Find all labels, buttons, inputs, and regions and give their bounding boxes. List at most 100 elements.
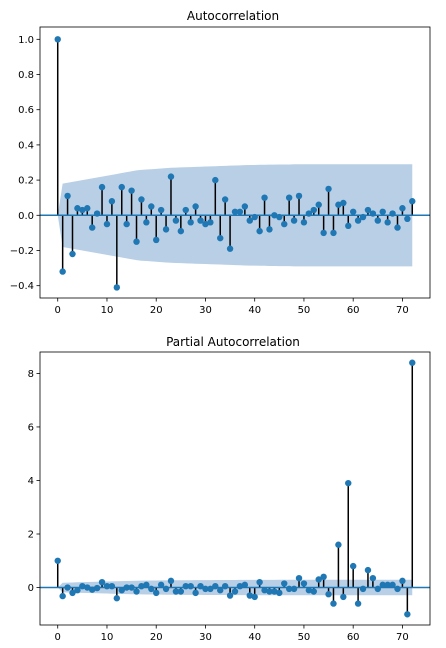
acf-point [290, 217, 298, 224]
pacf-point [167, 577, 175, 585]
pacf-point [374, 585, 382, 593]
acf-point [276, 213, 283, 221]
pacf-point [330, 600, 337, 607]
acf-point [93, 210, 101, 217]
acf-x-tick-label: 40 [248, 305, 261, 316]
pacf-point [285, 585, 293, 593]
pacf-point [261, 587, 268, 594]
pacf-x-tick-label: 10 [101, 632, 114, 643]
pacf-point [315, 576, 322, 583]
acf-x-tick-label: 70 [396, 305, 409, 316]
pacf-axes-frame [39, 351, 431, 626]
acf-point [320, 229, 327, 237]
pacf-point [212, 582, 219, 590]
acf-point [197, 217, 204, 224]
pacf-point [340, 593, 347, 601]
pacf-point [103, 582, 111, 590]
acf-point [374, 217, 382, 224]
acf-point [172, 217, 180, 224]
acf-point [118, 183, 125, 191]
acf-point [295, 192, 303, 200]
pacf-x-tick-label: 50 [298, 632, 311, 643]
acf-y-tick-label: −0.4 [10, 281, 34, 292]
acf-x-tick-label: 60 [347, 305, 360, 316]
pacf-point [69, 589, 76, 597]
pacf-chart: Partial Autocorrelation 0 10 20 30 40 50 60 70 0… [28, 335, 431, 643]
acf-x-tick-label: 30 [199, 305, 212, 316]
pacf-y-tick-label: 4 [28, 476, 34, 487]
pacf-point [59, 592, 66, 600]
pacf-point [349, 562, 357, 570]
pacf-point [192, 589, 199, 597]
acf-point [359, 213, 367, 221]
acf-y-tick-label: 0.2 [18, 176, 34, 187]
acf-point [59, 268, 66, 275]
acf-point [217, 234, 224, 242]
acf-point [261, 194, 268, 201]
pacf-point [98, 578, 106, 586]
acf-point [389, 210, 396, 217]
acf-point [281, 220, 288, 228]
acf-point [285, 194, 293, 201]
pacf-point [384, 581, 391, 589]
pacf-point [256, 578, 263, 586]
acf-point [212, 176, 219, 184]
acf-point [192, 203, 199, 210]
acf-point [103, 220, 111, 228]
acf-point [330, 229, 337, 237]
pacf-point [310, 588, 317, 595]
acf-point [143, 219, 150, 226]
acf-point [108, 198, 116, 205]
acf-point [182, 206, 189, 214]
acf-point [74, 205, 81, 212]
pacf-point [74, 587, 81, 594]
acf-point [384, 219, 391, 226]
pacf-point [290, 585, 298, 593]
acf-point [325, 185, 332, 193]
pacf-point [187, 582, 194, 590]
acf-y-tick-label: 0.4 [18, 140, 34, 151]
acf-point [202, 220, 209, 228]
acf-point [340, 199, 347, 207]
pacf-point [217, 587, 224, 594]
pacf-point [143, 581, 150, 589]
pacf-point [231, 588, 239, 595]
acf-y-tick-label: 0.0 [18, 211, 34, 222]
acf-point [123, 220, 130, 228]
acf-point [369, 210, 377, 217]
pacf-point [320, 573, 327, 581]
pacf-point [335, 541, 342, 548]
acf-point [379, 208, 386, 215]
acf-point [133, 238, 140, 245]
pacf-x-tick-label: 0 [55, 632, 61, 643]
acf-point [349, 208, 357, 215]
pacf-point [241, 581, 249, 589]
pacf-point [271, 588, 278, 595]
pacf-point [266, 588, 273, 595]
pacf-point [236, 582, 244, 590]
acf-point [84, 205, 91, 212]
pacf-title: Partial Autocorrelation [166, 335, 300, 349]
acf-point [241, 203, 249, 210]
acf-point [246, 217, 253, 224]
acf-point [404, 215, 411, 223]
pacf-point [207, 585, 214, 593]
pacf-x-tick-label: 60 [347, 632, 360, 643]
acf-title: Autocorrelation [187, 9, 279, 23]
acf-point [335, 201, 342, 208]
acf-point [271, 212, 278, 219]
pacf-point [325, 591, 332, 598]
pacf-point [79, 582, 86, 590]
acf-point [88, 224, 96, 231]
pacf-point [54, 557, 61, 564]
acf-x-tick-label: 50 [298, 305, 311, 316]
pacf-point [64, 584, 71, 591]
pacf-point [226, 592, 234, 599]
pacf-point [359, 585, 367, 593]
acf-axes-frame [39, 26, 431, 299]
acf-point [128, 187, 135, 194]
acf-point [394, 224, 401, 231]
acf-point [54, 36, 61, 43]
pacf-point [148, 585, 155, 593]
